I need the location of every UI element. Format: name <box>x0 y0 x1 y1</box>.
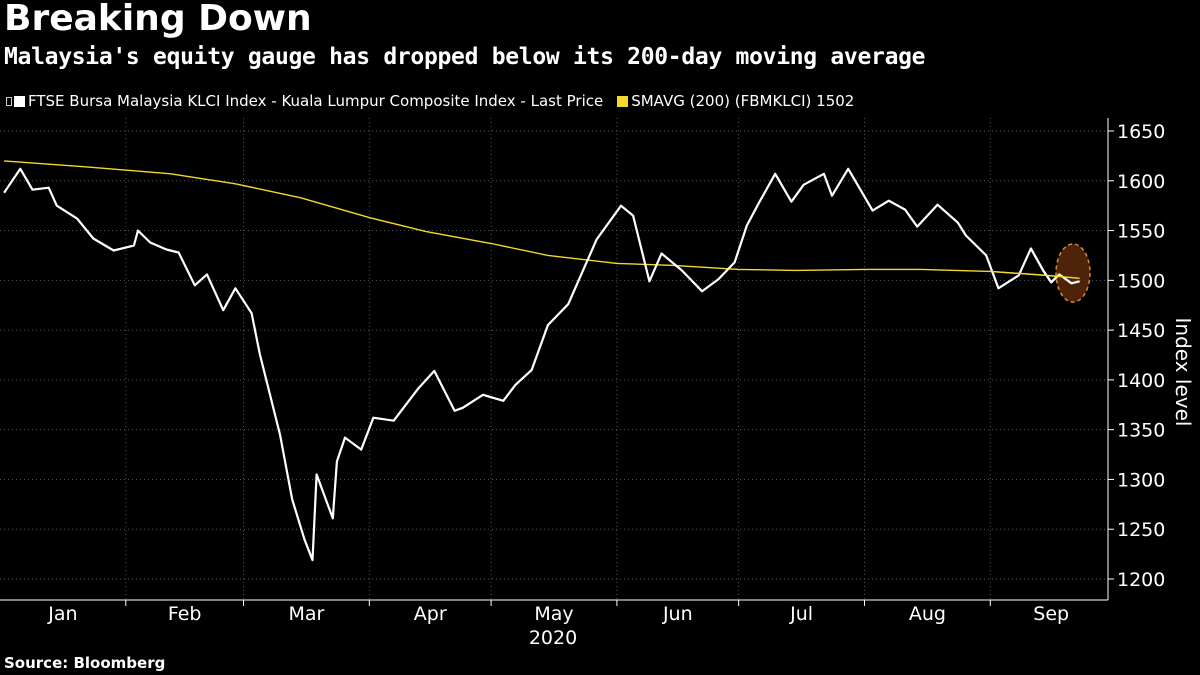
y-tick-label: 1300 <box>1117 469 1165 491</box>
series-line-sma-tail <box>990 270 1080 279</box>
x-tick-label: Mar <box>288 603 324 625</box>
x-tick-label: Jul <box>789 603 813 625</box>
y-tick-label: 1550 <box>1117 221 1165 243</box>
y-tick-label: 1500 <box>1117 270 1165 292</box>
x-tick-label: Sep <box>1033 603 1069 625</box>
x-tick-label: Apr <box>414 603 447 625</box>
y-tick-label: 1650 <box>1117 121 1165 143</box>
legend: FTSE Bursa Malaysia KLCI Index - Kuala L… <box>6 91 868 111</box>
highlight-annotation <box>1055 243 1091 303</box>
chart-title: Breaking Down <box>4 0 312 39</box>
series-line-price-tail <box>1029 247 1080 285</box>
series-line-sma <box>4 160 1080 279</box>
legend-label-price: FTSE Bursa Malaysia KLCI Index - Kuala L… <box>28 92 604 110</box>
legend-handle-icon <box>6 96 12 106</box>
yellow-square-icon <box>617 95 629 107</box>
legend-label-sma: SMAVG (200) (FBMKLCI) 1502 <box>631 92 855 110</box>
white-square-icon <box>14 95 25 107</box>
y-tick-label: 1600 <box>1117 171 1165 193</box>
y-tick-label: 1400 <box>1117 370 1165 392</box>
chart-subtitle: Malaysia's equity gauge has dropped belo… <box>4 44 926 70</box>
x-axis-year-label: 2020 <box>529 627 577 649</box>
y-tick-label: 1250 <box>1117 519 1165 541</box>
legend-item-sma: SMAVG (200) (FBMKLCI) 1502 <box>617 92 854 110</box>
series-line-price <box>3 167 1080 562</box>
y-tick-label: 1450 <box>1117 320 1165 342</box>
legend-item-price: FTSE Bursa Malaysia KLCI Index - Kuala L… <box>6 92 603 110</box>
y-axis-title: Index level <box>1171 317 1195 427</box>
y-tick-label: 1350 <box>1117 420 1165 442</box>
x-tick-label: Feb <box>168 603 202 625</box>
source-note: Source: Bloomberg <box>4 654 166 672</box>
x-tick-label: Jun <box>662 603 693 625</box>
x-tick-label: Jan <box>47 603 77 625</box>
y-tick-label: 1200 <box>1117 569 1165 591</box>
x-tick-label: May <box>534 603 573 625</box>
x-tick-label: Aug <box>909 603 946 625</box>
